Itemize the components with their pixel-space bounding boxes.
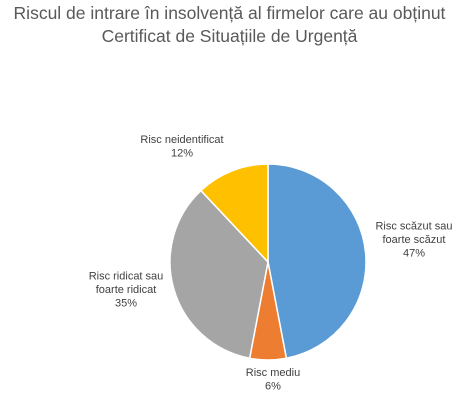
slice-category-label: foarte ridicat xyxy=(96,284,157,296)
slice-value-label: 35% xyxy=(115,297,137,309)
chart-title: Riscul de intrare în insolvență al firme… xyxy=(0,2,459,48)
slice-value-label: 12% xyxy=(171,148,193,160)
pie-slice-risc-scăzut-sau-foarte-scăzut xyxy=(267,163,367,360)
pie-slice-risc-neidentificat xyxy=(199,163,269,264)
data-label-3: Risc neidentificat 12% xyxy=(140,134,223,160)
slice-category-label: foarte scăzut xyxy=(383,234,446,246)
slice-category-label: Risc neidentificat xyxy=(140,134,223,146)
chart-title-line-2: Certificat de Situațiile de Urgență xyxy=(101,26,358,46)
slice-category-label: Risc scăzut sau xyxy=(375,220,452,232)
data-label-1: Risc mediu 6% xyxy=(246,367,300,393)
slice-category-label: Risc mediu xyxy=(246,367,300,379)
pie-slice-risc-ridicat-sau-foarte-ridicat xyxy=(169,189,269,360)
chart-title-line-1: Riscul de intrare în insolvență al firme… xyxy=(13,3,446,23)
slice-value-label: 47% xyxy=(403,247,425,259)
slice-category-label: Risc ridicat sau xyxy=(89,270,164,282)
slice-value-label: 6% xyxy=(265,381,281,393)
